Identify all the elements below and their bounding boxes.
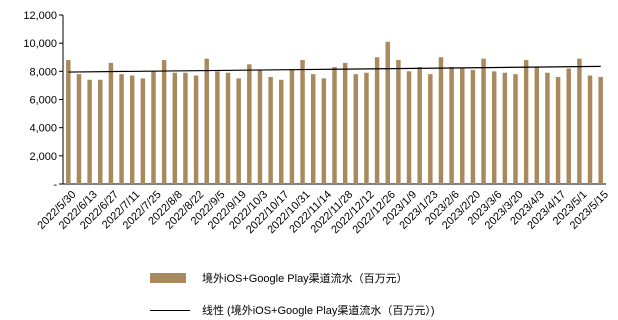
bar — [545, 72, 550, 184]
bar — [87, 79, 92, 184]
bar — [236, 78, 241, 184]
bar — [129, 75, 135, 184]
bar — [161, 60, 167, 184]
bar — [119, 74, 124, 184]
bar — [566, 68, 571, 184]
y-tick-label: 2,000 — [29, 151, 57, 163]
bar — [438, 57, 444, 184]
bar — [534, 67, 540, 184]
bar — [502, 72, 508, 184]
bar — [460, 68, 465, 184]
bar — [151, 71, 156, 184]
bar — [98, 79, 103, 184]
bar — [374, 57, 380, 184]
bar — [332, 67, 337, 184]
bar — [300, 60, 305, 184]
legend-line-label: 线性 (境外iOS+Google Play渠道流水（百万元）) — [202, 305, 435, 317]
bar — [76, 74, 82, 184]
bar — [417, 67, 422, 184]
bar — [172, 72, 178, 184]
bar — [204, 58, 209, 184]
bar — [481, 58, 486, 184]
legend-item-bar: 境外iOS+Google Play渠道流水（百万元） — [150, 270, 408, 286]
legend-item-trendline: 线性 (境外iOS+Google Play渠道流水（百万元）) — [150, 302, 435, 318]
bar — [215, 71, 220, 184]
bar — [364, 72, 369, 184]
bar — [257, 69, 263, 184]
y-tick-label: 8,000 — [29, 66, 57, 78]
bar — [598, 76, 603, 184]
bar — [513, 74, 518, 184]
bar — [193, 75, 199, 184]
bar — [470, 69, 476, 184]
bar — [310, 74, 316, 184]
bar — [577, 58, 582, 184]
bar — [183, 72, 188, 184]
bar — [268, 76, 273, 184]
y-tick-label: 12,000 — [23, 10, 57, 22]
bar — [321, 78, 327, 184]
bar — [428, 74, 433, 184]
bar — [449, 67, 454, 184]
bar — [587, 75, 593, 184]
y-tick-label: 6,000 — [29, 95, 57, 107]
bar — [66, 60, 71, 184]
y-tick-label: 10,000 — [23, 38, 57, 50]
legend-bar-swatch — [150, 273, 186, 283]
bar — [289, 69, 295, 184]
bar — [108, 62, 114, 185]
trendline — [68, 65, 601, 73]
legend-line-swatch — [150, 309, 190, 311]
bar — [342, 62, 348, 185]
legend-bar-label: 境外iOS+Google Play渠道流水（百万元） — [202, 273, 408, 285]
bar — [491, 71, 497, 184]
bar — [225, 72, 231, 184]
bar — [555, 76, 561, 184]
bar — [140, 78, 146, 184]
bar — [385, 41, 390, 185]
bar — [353, 74, 359, 184]
bar — [247, 64, 252, 184]
y-tick-label: - — [53, 179, 57, 191]
bar — [406, 71, 412, 184]
bar — [523, 60, 529, 184]
bar — [279, 79, 284, 184]
bar — [396, 60, 401, 184]
y-tick-label: 4,000 — [29, 123, 57, 135]
